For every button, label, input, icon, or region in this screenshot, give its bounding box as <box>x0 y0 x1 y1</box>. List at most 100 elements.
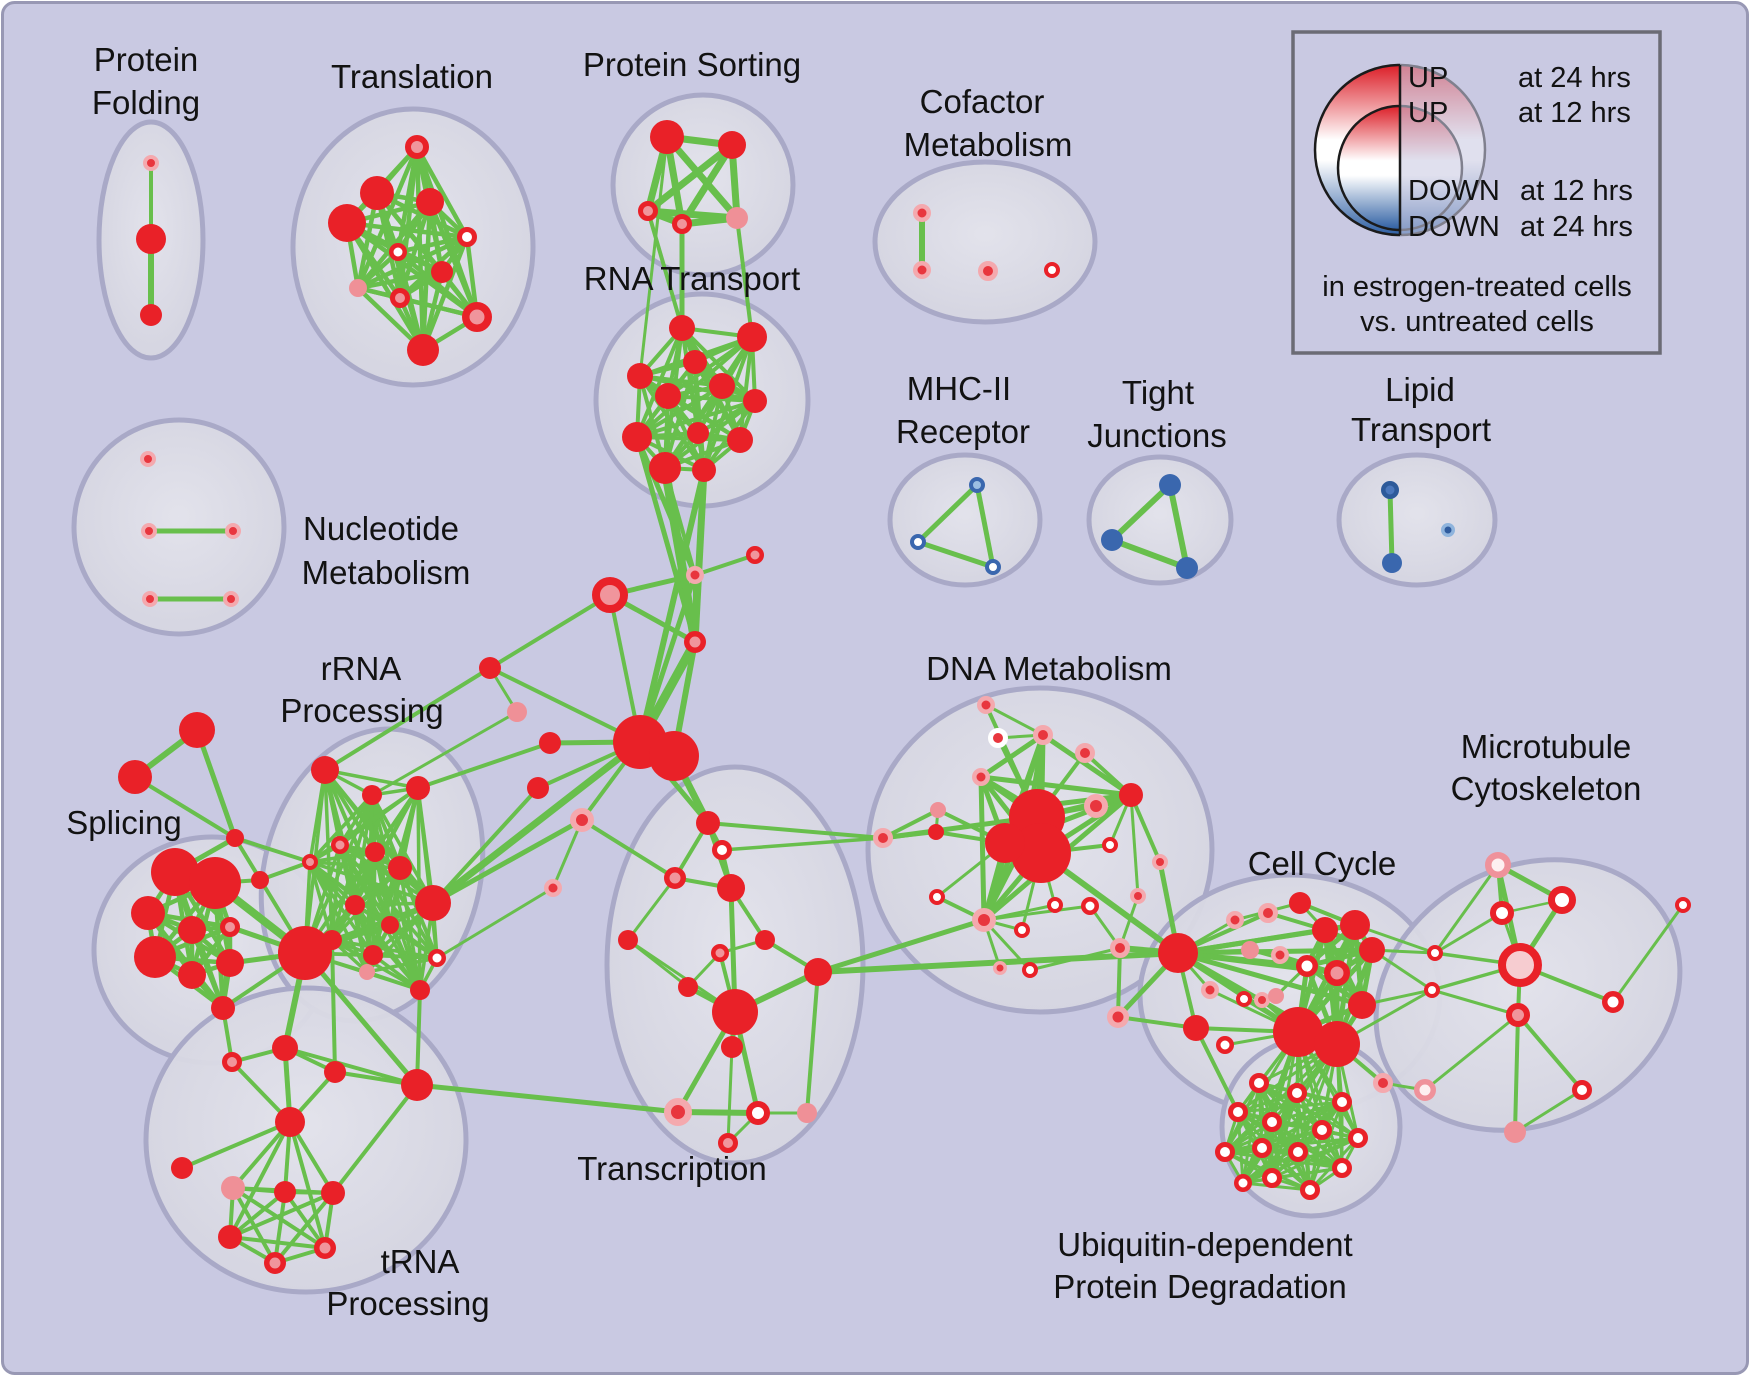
gene-node <box>118 760 152 794</box>
cluster-label-nucleotide-metabolism: Nucleotide <box>303 510 459 547</box>
gene-node <box>1504 1121 1526 1143</box>
gene-node <box>622 422 652 452</box>
gene-node <box>415 885 451 921</box>
gene-node <box>928 824 944 840</box>
gene-node <box>1102 837 1118 853</box>
interaction-edge <box>415 145 469 239</box>
gene-node <box>570 808 594 832</box>
cluster-label-lipid-transport: Transport <box>1351 411 1491 448</box>
interaction-edge <box>431 817 584 906</box>
gene-node <box>544 879 562 897</box>
interaction-edge <box>1516 1013 1584 1092</box>
gene-node <box>1234 1174 1252 1192</box>
gene-node <box>314 1237 336 1259</box>
gene-node <box>1262 1168 1282 1188</box>
interaction-edge <box>353 903 422 992</box>
gene-node <box>406 776 430 800</box>
gene-node <box>275 1107 305 1137</box>
gene-node <box>985 559 1001 575</box>
interaction-edge <box>417 741 551 790</box>
gene-node <box>1216 1036 1234 1054</box>
gene-node <box>1201 981 1219 999</box>
gene-node <box>978 261 998 281</box>
gene-node <box>684 631 706 653</box>
gene-node <box>913 261 931 279</box>
interaction-edge <box>431 786 540 905</box>
interaction-edge <box>882 808 939 840</box>
gene-node <box>388 856 412 880</box>
interaction-edge <box>323 666 492 772</box>
gene-node <box>1081 897 1099 915</box>
gene-node <box>1130 888 1146 904</box>
gene-node <box>1381 481 1399 499</box>
cluster-label-microtubule-cytoskeleton: Microtubule <box>1461 728 1632 765</box>
cluster-label-cofactor-metabolism: Cofactor <box>920 83 1045 120</box>
legend-caption-line-1: vs. untreated cells <box>1360 306 1594 338</box>
gene-node <box>969 477 985 493</box>
interaction-edge <box>1116 947 1122 1018</box>
interaction-edge <box>416 1082 679 1115</box>
gene-node <box>1324 960 1350 986</box>
interaction-edge <box>284 1046 418 1087</box>
cluster-label-dna-metabolism: DNA Metabolism <box>926 650 1172 687</box>
gene-node <box>1084 794 1108 818</box>
gene-node <box>321 1181 345 1205</box>
gene-node <box>140 451 156 467</box>
interaction-edge <box>1029 946 1121 972</box>
gene-node <box>683 350 707 374</box>
gene-node <box>143 155 159 171</box>
legend-direction-label-1: UP <box>1408 97 1448 129</box>
interaction-edge <box>917 539 994 570</box>
interaction-edge <box>551 819 584 889</box>
gene-node <box>718 131 746 159</box>
gene-node <box>709 373 735 399</box>
cluster-label-mhc-ii-receptor: Receptor <box>896 413 1030 450</box>
gene-node <box>712 989 758 1035</box>
cluster-ellipse-lipid-transport <box>1336 452 1498 588</box>
interaction-edge <box>916 483 979 544</box>
gene-node <box>362 785 382 805</box>
gene-node <box>331 836 349 854</box>
gene-node <box>328 204 366 242</box>
interaction-edge <box>626 877 677 941</box>
interaction-edge <box>430 739 643 906</box>
gene-node <box>687 422 709 444</box>
gene-node <box>988 728 1008 748</box>
gene-node <box>1506 1003 1530 1027</box>
cluster-label-lipid-transport: Lipid <box>1385 371 1455 408</box>
gene-node <box>360 176 394 210</box>
interaction-edge <box>388 923 439 960</box>
gene-node <box>462 302 492 332</box>
interaction-edge <box>331 938 438 960</box>
cluster-label-tight-junctions: Junctions <box>1087 417 1226 454</box>
gene-node <box>1288 1142 1308 1162</box>
gene-node <box>1287 1083 1307 1103</box>
gene-node <box>507 702 527 722</box>
gene-node <box>873 828 893 848</box>
interaction-edge <box>194 729 238 839</box>
interaction-edge <box>707 821 884 840</box>
interaction-edge <box>308 861 334 941</box>
interaction-edge <box>330 939 337 1073</box>
interaction-edge <box>1241 1043 1339 1184</box>
gene-node <box>136 224 166 254</box>
interaction-edge <box>1513 1014 1520 1133</box>
interaction-edge <box>979 732 1045 780</box>
interaction-edge <box>1223 1042 1339 1154</box>
gene-node <box>457 227 477 247</box>
gene-node <box>410 980 430 1000</box>
gene-node <box>627 363 653 389</box>
gene-node <box>1332 1158 1352 1178</box>
gene-node <box>1236 991 1252 1007</box>
legend-direction-label-3: DOWN <box>1408 211 1500 243</box>
gene-node <box>804 958 832 986</box>
interaction-edge <box>637 574 698 743</box>
interaction-edge <box>1041 732 1133 798</box>
interaction-edge <box>357 269 443 291</box>
gene-node <box>930 802 946 818</box>
interaction-edge <box>817 917 985 975</box>
gene-node <box>222 1052 242 1072</box>
gene-node <box>302 854 318 870</box>
gene-node <box>669 315 695 341</box>
gene-node <box>278 926 332 980</box>
